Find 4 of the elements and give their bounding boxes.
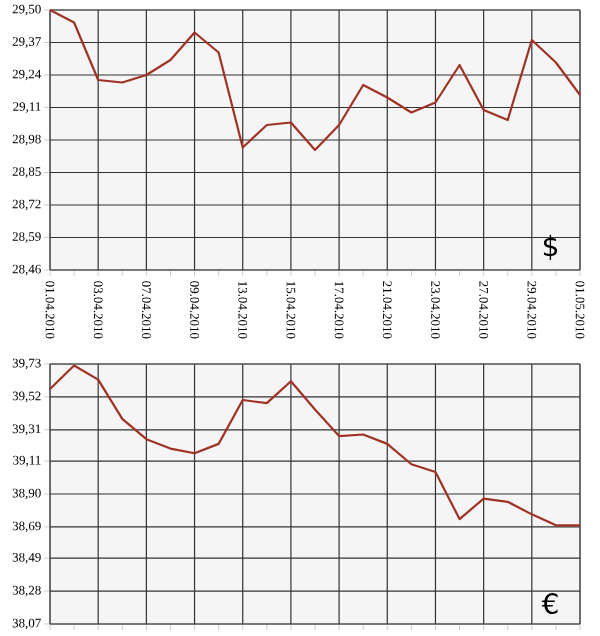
annotation: € bbox=[541, 592, 558, 615]
line-series bbox=[48, 8, 582, 152]
line-series bbox=[48, 364, 582, 527]
annotation: $ bbox=[543, 234, 558, 261]
